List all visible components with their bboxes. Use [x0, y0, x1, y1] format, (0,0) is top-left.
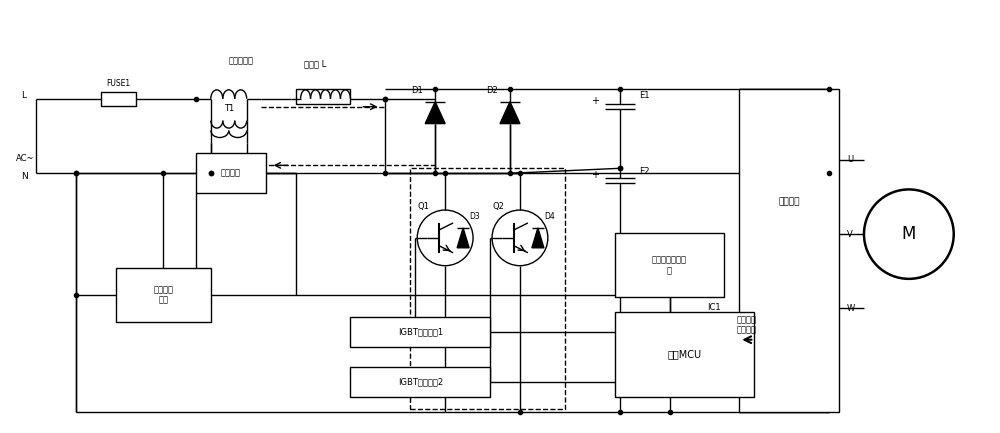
Text: 电流传感器: 电流传感器	[228, 56, 253, 65]
Bar	[350, 367, 490, 397]
Bar	[101, 92, 136, 106]
Text: W: W	[847, 304, 855, 313]
Bar	[410, 168, 565, 409]
Polygon shape	[500, 102, 520, 123]
Bar	[350, 317, 490, 347]
Text: U: U	[847, 155, 853, 165]
Bar	[196, 153, 266, 193]
Text: D4: D4	[544, 211, 555, 220]
Text: 主控MCU: 主控MCU	[667, 349, 702, 360]
Polygon shape	[532, 228, 544, 248]
Text: 电抗器 L: 电抗器 L	[304, 59, 327, 68]
Text: 过零检测
电路: 过零检测 电路	[153, 285, 173, 305]
Text: N: N	[21, 172, 28, 181]
Text: FUSE1: FUSE1	[106, 79, 131, 88]
Bar	[615, 312, 754, 397]
Text: E2: E2	[640, 167, 650, 176]
Bar	[296, 89, 350, 104]
Bar	[739, 89, 839, 412]
Text: Q1: Q1	[417, 202, 429, 210]
Bar	[615, 233, 724, 297]
Text: D3: D3	[470, 211, 480, 220]
Text: 电机或压
缩机驱动: 电机或压 缩机驱动	[737, 315, 757, 335]
Text: AC~: AC~	[16, 154, 35, 163]
Text: D1: D1	[411, 86, 423, 95]
Text: +: +	[591, 96, 599, 106]
Text: L: L	[21, 91, 26, 100]
Text: 电流检测: 电流检测	[221, 169, 241, 178]
Text: IC1: IC1	[708, 303, 721, 312]
Text: IGBT驱动单元1: IGBT驱动单元1	[398, 328, 443, 337]
Text: V: V	[847, 229, 853, 239]
Polygon shape	[457, 228, 469, 248]
Text: M: M	[902, 225, 916, 243]
Bar	[116, 268, 211, 322]
Text: Q2: Q2	[492, 202, 504, 210]
Text: E1: E1	[640, 91, 650, 100]
Text: 直流母线电压检
测: 直流母线电压检 测	[652, 255, 687, 275]
Text: T1: T1	[224, 104, 234, 113]
Text: D2: D2	[486, 86, 498, 95]
Text: 驱动模块: 驱动模块	[778, 197, 800, 207]
Text: IGBT驱动单元2: IGBT驱动单元2	[398, 378, 443, 386]
Text: +: +	[591, 170, 599, 180]
Polygon shape	[425, 102, 445, 123]
